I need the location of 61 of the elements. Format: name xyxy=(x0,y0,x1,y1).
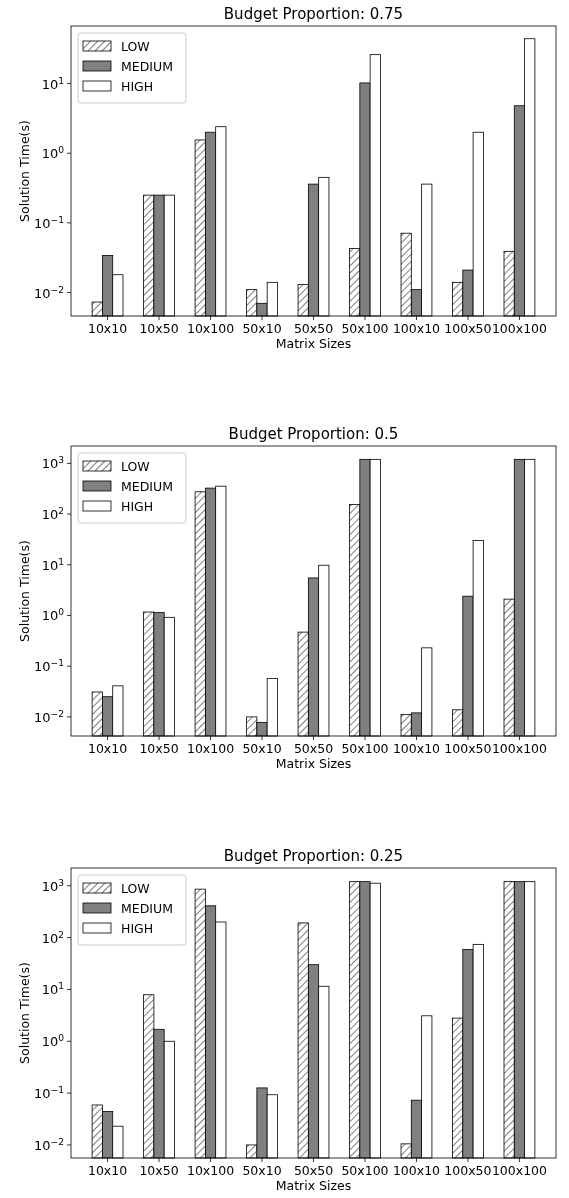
x-tick-label: 50x100 xyxy=(341,741,389,756)
x-tick-label: 50x10 xyxy=(242,321,282,336)
y-tick-label: 10$^{−2}$ xyxy=(34,1136,64,1153)
x-tick-label: 100x50 xyxy=(444,1163,492,1178)
x-tick-label: 50x10 xyxy=(242,741,282,756)
x-tick-label: 50x50 xyxy=(293,321,334,336)
y-tick-label: 10$^{0}$ xyxy=(41,1033,65,1050)
y-axis-title: Solution Time(s) xyxy=(17,120,32,222)
legend-label: HIGH xyxy=(121,79,154,94)
y-tick-label: 10$^{−1}$ xyxy=(34,1085,64,1102)
x-tick-label: 100x100 xyxy=(491,321,548,336)
x-tick-label: 10x50 xyxy=(139,321,179,336)
x-axis-title: Matrix Sizes xyxy=(275,756,352,771)
x-tick-label: 100x10 xyxy=(392,1163,441,1178)
y-tick-label: 10$^{2}$ xyxy=(41,506,64,523)
y-tick-label: 10$^{1}$ xyxy=(41,556,64,573)
x-tick-label: 10x50 xyxy=(139,1163,179,1178)
y-tick-label: 10$^{−2}$ xyxy=(34,708,64,725)
y-tick-label: 10$^{0}$ xyxy=(41,607,65,624)
legend-label: MEDIUM xyxy=(121,59,173,74)
legend-label: HIGH xyxy=(121,499,154,514)
legend-label: MEDIUM xyxy=(121,901,173,916)
x-tick-label: 100x50 xyxy=(444,741,492,756)
legend-label: MEDIUM xyxy=(121,479,173,494)
y-tick-label: 10$^{−1}$ xyxy=(34,214,64,231)
y-axis-title: Solution Time(s) xyxy=(17,540,32,642)
x-tick-label: 10x10 xyxy=(87,1163,128,1178)
x-tick-label: 100x10 xyxy=(392,741,441,756)
x-tick-label: 100x100 xyxy=(491,1163,548,1178)
x-tick-label: 10x100 xyxy=(186,741,235,756)
x-tick-label: 10x100 xyxy=(186,1163,235,1178)
y-tick-label: 10$^{3}$ xyxy=(41,455,65,472)
x-tick-label: 10x100 xyxy=(186,321,235,336)
x-tick-label: 10x10 xyxy=(87,321,128,336)
legend-label: LOW xyxy=(121,881,150,896)
x-axis-title: Matrix Sizes xyxy=(275,1178,352,1193)
y-tick-label: 10$^{−1}$ xyxy=(34,658,64,675)
x-axis-title: Matrix Sizes xyxy=(275,336,352,351)
y-tick-label: 10$^{−2}$ xyxy=(34,284,64,301)
y-axis-title: Solution Time(s) xyxy=(17,962,32,1064)
x-tick-label: 10x50 xyxy=(139,741,179,756)
y-tick-label: 10$^{1}$ xyxy=(41,981,64,998)
chart-title: Budget Proportion: 0.5 xyxy=(228,425,399,443)
x-tick-label: 50x100 xyxy=(341,321,389,336)
legend-label: LOW xyxy=(121,459,150,474)
y-tick-label: 10$^{3}$ xyxy=(41,877,65,894)
y-tick-label: 10$^{2}$ xyxy=(41,929,64,946)
x-tick-label: 100x10 xyxy=(392,321,441,336)
chart-title: Budget Proportion: 0.75 xyxy=(223,5,404,23)
x-tick-label: 50x50 xyxy=(293,741,334,756)
x-tick-label: 50x100 xyxy=(341,1163,389,1178)
x-tick-label: 50x50 xyxy=(293,1163,334,1178)
chart-title: Budget Proportion: 0.25 xyxy=(223,847,404,865)
x-tick-label: 100x50 xyxy=(444,321,492,336)
y-tick-label: 10$^{0}$ xyxy=(41,145,65,162)
legend-label: HIGH xyxy=(121,921,154,936)
x-tick-label: 100x100 xyxy=(491,741,548,756)
x-tick-label: 10x10 xyxy=(87,741,128,756)
y-tick-label: 10$^{1}$ xyxy=(41,75,64,92)
x-tick-label: 50x10 xyxy=(242,1163,282,1178)
legend-label: LOW xyxy=(121,39,150,54)
